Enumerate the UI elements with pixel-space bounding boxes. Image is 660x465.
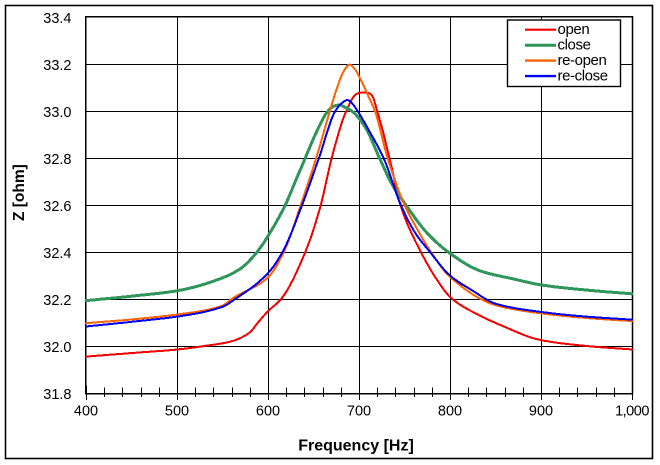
svg-text:Z [ohm]: Z [ohm] <box>11 164 28 221</box>
svg-text:32.2: 32.2 <box>43 293 71 309</box>
svg-text:1,000: 1,000 <box>615 404 649 420</box>
svg-text:Frequency [Hz]: Frequency [Hz] <box>298 438 414 455</box>
svg-text:500: 500 <box>165 404 189 420</box>
svg-text:900: 900 <box>529 404 553 420</box>
svg-text:32.6: 32.6 <box>43 199 71 215</box>
svg-text:33.0: 33.0 <box>43 105 71 121</box>
svg-text:33.2: 33.2 <box>43 58 71 74</box>
svg-text:32.0: 32.0 <box>43 340 71 356</box>
svg-text:open: open <box>558 21 590 38</box>
svg-text:33.4: 33.4 <box>43 11 71 27</box>
svg-text:re-close: re-close <box>558 67 608 84</box>
svg-text:re-open: re-open <box>558 52 607 69</box>
svg-text:600: 600 <box>256 404 280 420</box>
svg-text:31.8: 31.8 <box>43 387 71 403</box>
svg-text:800: 800 <box>438 404 462 420</box>
svg-text:close: close <box>558 36 591 53</box>
svg-text:32.4: 32.4 <box>43 246 71 262</box>
svg-text:32.8: 32.8 <box>43 152 71 168</box>
svg-text:400: 400 <box>74 404 98 420</box>
svg-text:700: 700 <box>347 404 371 420</box>
